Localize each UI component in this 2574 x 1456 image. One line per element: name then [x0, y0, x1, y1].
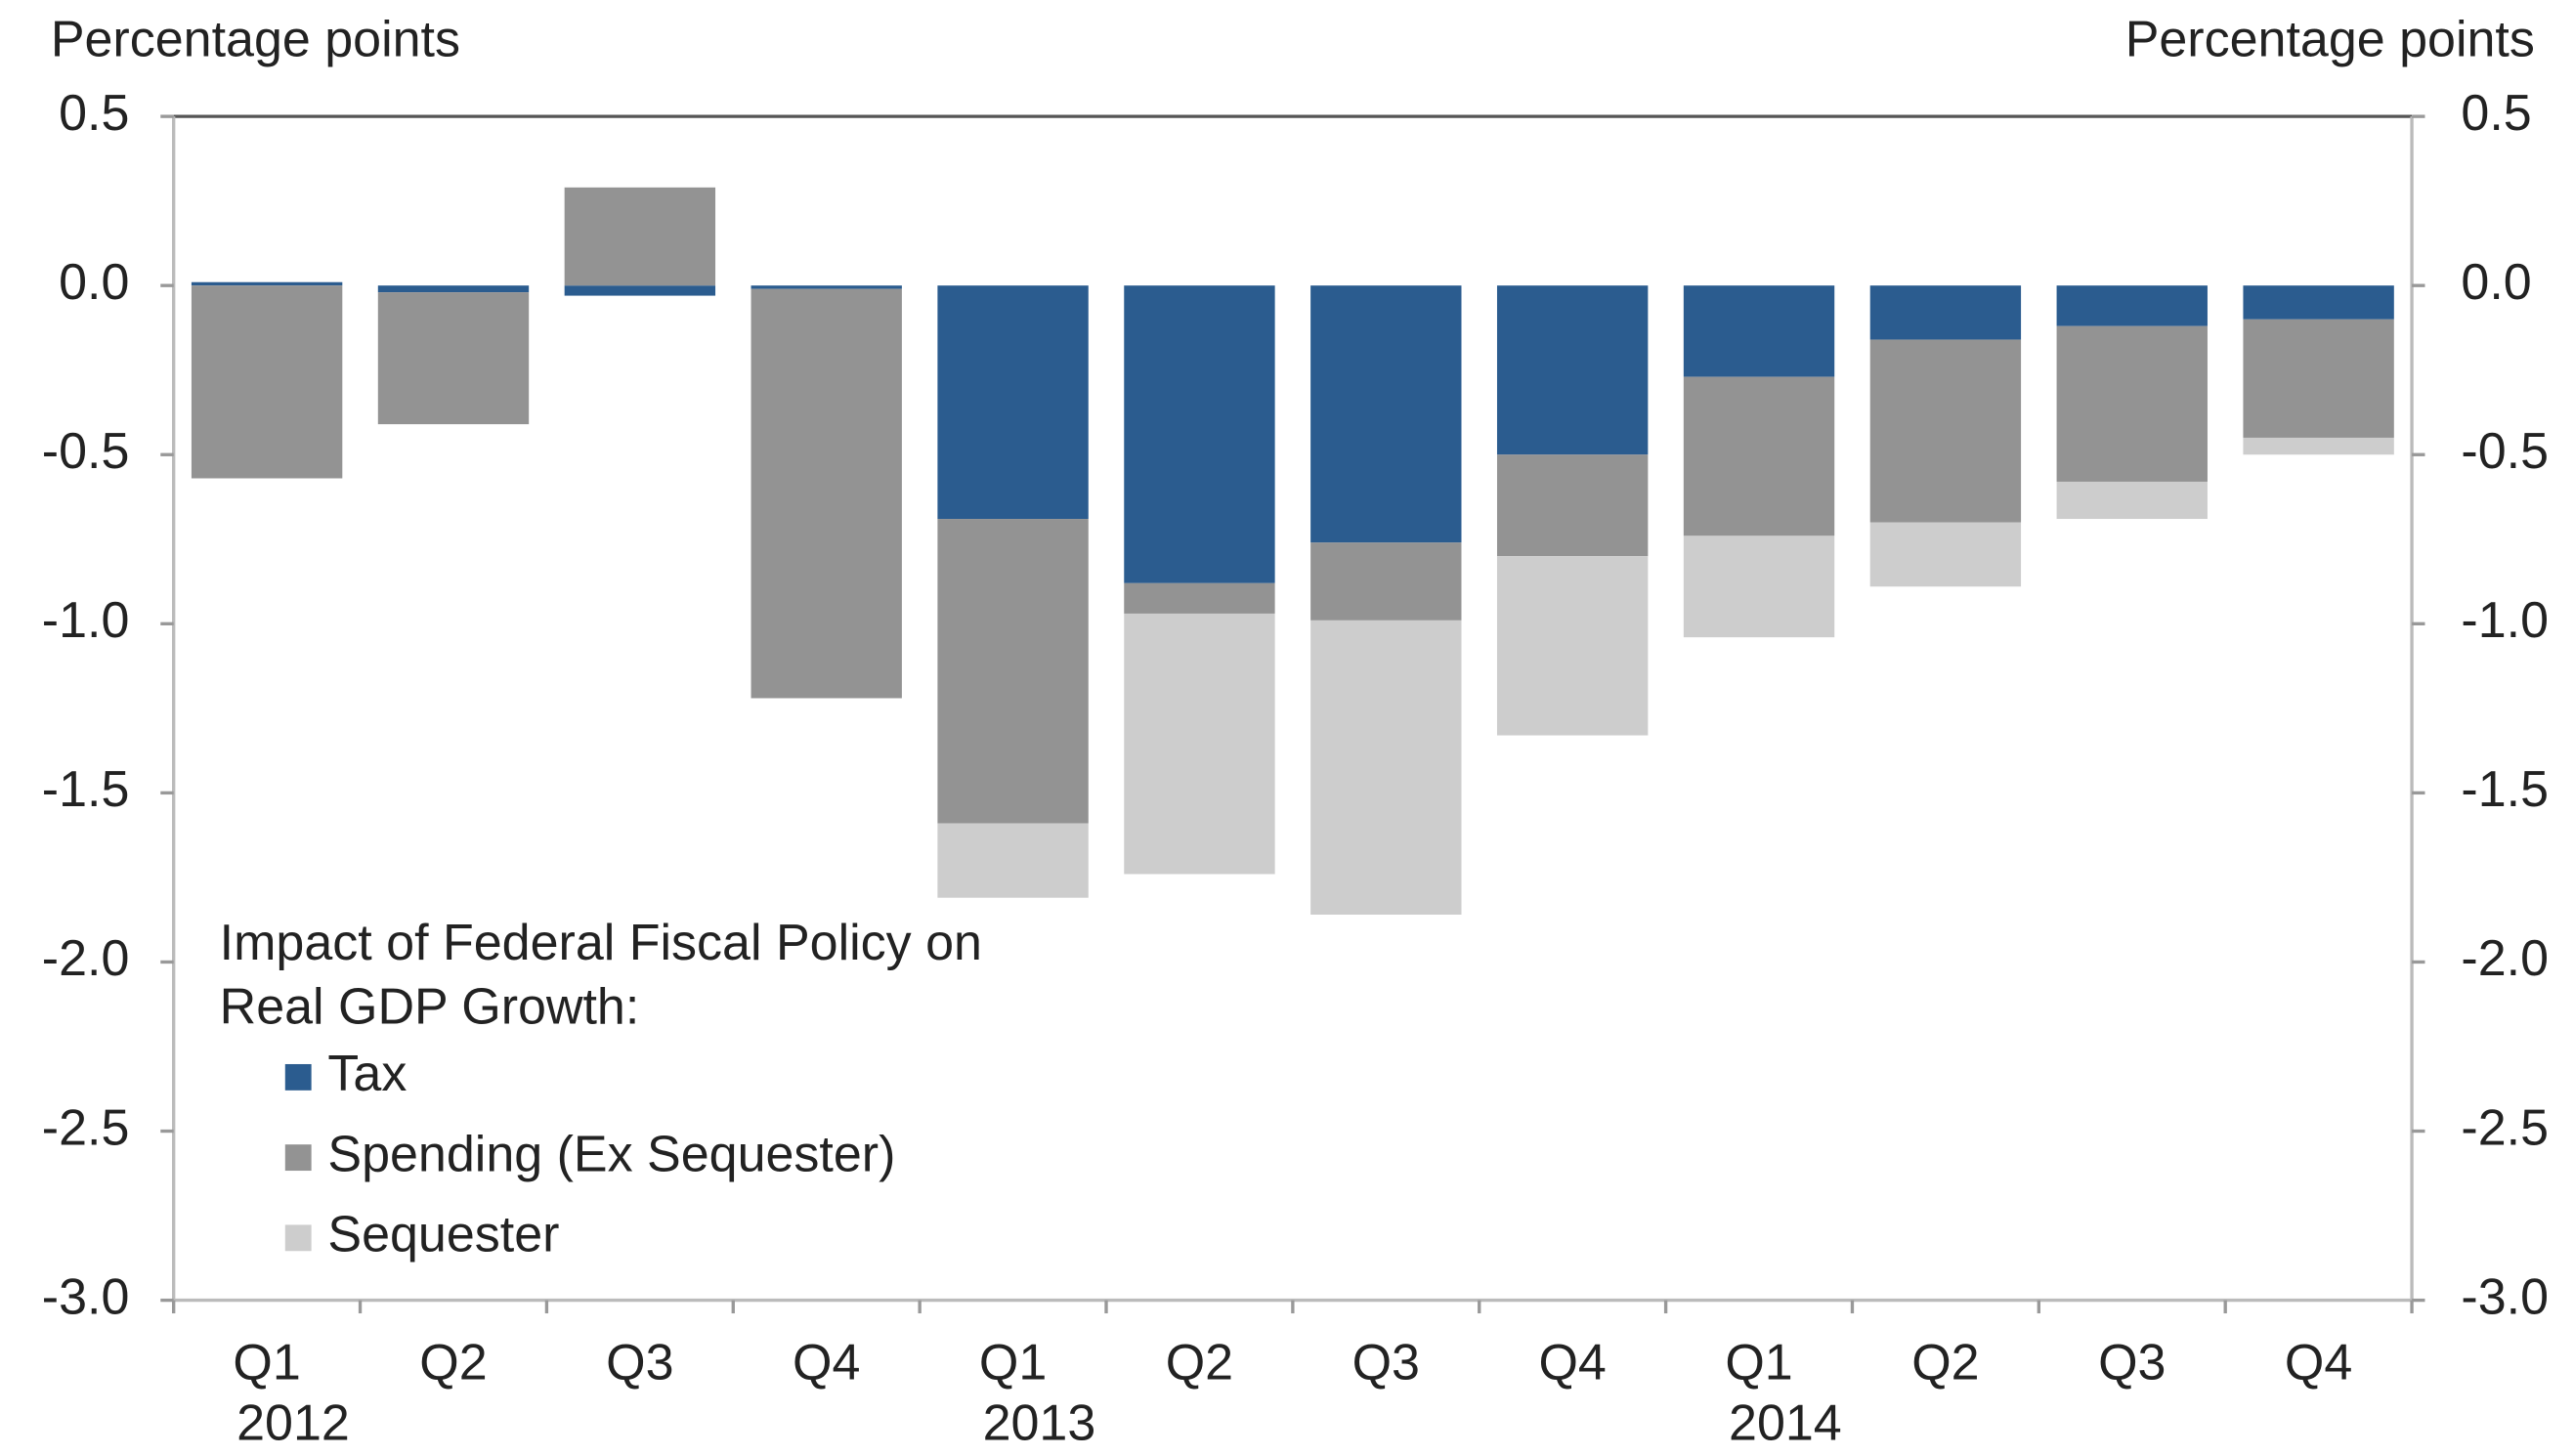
x-tick-label: Q4	[1538, 1334, 1606, 1391]
bar-segment	[1310, 542, 1462, 621]
x-year-label: 2014	[1729, 1395, 1842, 1452]
bar-segment	[1124, 285, 1275, 583]
x-year-label: 2013	[983, 1395, 1096, 1452]
y-tick-label: -3.0	[42, 1268, 130, 1325]
y-tick-label: -1.0	[42, 592, 130, 649]
bar-segment	[1124, 613, 1275, 875]
y2-tick-label: -2.5	[2461, 1099, 2549, 1156]
legend-label: Spending (Ex Sequester)	[327, 1126, 895, 1182]
legend-swatch	[284, 1224, 312, 1252]
x-tick-label: Q2	[419, 1334, 487, 1391]
legend-title: Real GDP Growth:	[220, 978, 640, 1035]
x-tick-label: Q2	[1911, 1334, 1979, 1391]
bar-segment	[1496, 454, 1649, 557]
bar-segment	[1869, 339, 2022, 523]
x-tick-label: Q2	[1166, 1334, 1233, 1391]
y-tick-label: -2.0	[42, 930, 130, 987]
y-tick-label: 0.5	[59, 85, 129, 142]
bar-segment	[937, 285, 1089, 520]
x-tick-label: Q4	[2285, 1334, 2352, 1391]
bar-segment	[191, 281, 343, 286]
x-tick-label: Q3	[1352, 1334, 1420, 1391]
x-tick-label: Q4	[793, 1334, 860, 1391]
x-tick-label: Q1	[1725, 1334, 1792, 1391]
bar-segment	[937, 823, 1089, 898]
y2-axis-label: Percentage points	[2125, 11, 2535, 67]
bar-segment	[1869, 522, 2022, 587]
legend-label: Sequester	[327, 1207, 559, 1263]
bar-segment	[2056, 285, 2208, 326]
y2-tick-label: 0.5	[2461, 85, 2531, 142]
bar-segment	[1683, 285, 1835, 377]
bar-segment	[1869, 285, 2022, 340]
bar-segment	[751, 285, 902, 289]
y2-tick-label: -3.0	[2461, 1268, 2549, 1325]
y-tick-label: -2.5	[42, 1099, 130, 1156]
x-tick-label: Q1	[233, 1334, 300, 1391]
y-tick-label: -1.5	[42, 761, 130, 818]
bar-segment	[377, 285, 530, 293]
bar-segment	[2056, 325, 2208, 482]
bar-segment	[937, 519, 1089, 824]
bar-segment	[191, 285, 343, 479]
bar-segment	[1496, 285, 1649, 455]
bar-segment	[751, 288, 902, 699]
bar-segment	[564, 285, 716, 296]
x-year-label: 2012	[236, 1395, 350, 1452]
bar-segment	[1310, 285, 1462, 543]
y2-tick-label: -1.0	[2461, 592, 2549, 649]
y2-tick-label: -2.0	[2461, 930, 2549, 987]
bar-segment	[2243, 285, 2394, 320]
y-tick-label: 0.0	[59, 254, 129, 311]
y2-tick-label: -1.5	[2461, 761, 2549, 818]
legend-swatch	[284, 1063, 312, 1091]
bar-segment	[1124, 582, 1275, 614]
bar-segment	[1683, 535, 1835, 638]
y-tick-label: -0.5	[42, 423, 130, 480]
bar-segment	[2243, 437, 2394, 455]
bar-segment	[564, 187, 716, 286]
x-tick-label: Q3	[2098, 1334, 2166, 1391]
bar-segment	[377, 292, 530, 425]
bar-segment	[2056, 481, 2208, 520]
bar-segment	[1496, 556, 1649, 736]
bar-segment	[1683, 376, 1835, 536]
legend-label: Tax	[327, 1046, 407, 1102]
y2-tick-label: 0.0	[2461, 254, 2531, 311]
legend-swatch	[284, 1144, 312, 1172]
legend-title: Impact of Federal Fiscal Policy on	[220, 915, 982, 971]
x-tick-label: Q3	[606, 1334, 673, 1391]
y-axis-label: Percentage points	[51, 11, 460, 67]
y2-tick-label: -0.5	[2461, 423, 2549, 480]
bar-segment	[1310, 620, 1462, 916]
bar-segment	[2243, 319, 2394, 438]
x-tick-label: Q1	[979, 1334, 1047, 1391]
